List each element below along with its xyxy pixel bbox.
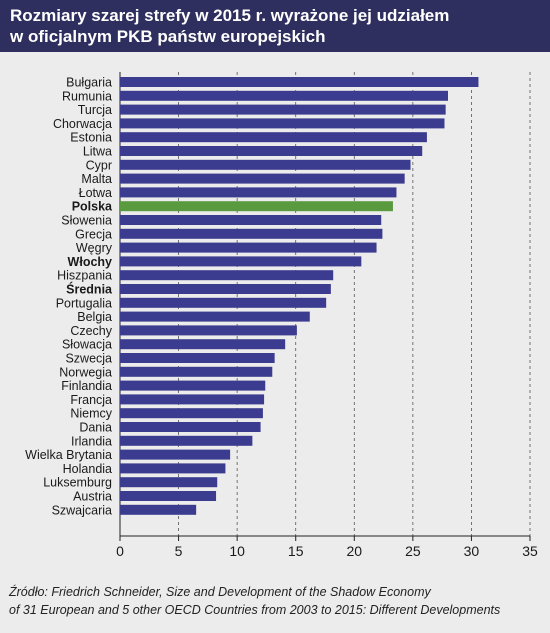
bar-17	[120, 311, 310, 322]
category-label-14: Hiszpania	[57, 269, 112, 283]
category-label-7: Malta	[81, 172, 112, 186]
category-label-4: Estonia	[70, 131, 112, 145]
category-label-19: Słowacja	[62, 338, 112, 352]
category-label-0: Bułgaria	[66, 76, 112, 90]
x-tick-label-5: 5	[175, 543, 183, 559]
bar-6	[120, 159, 411, 170]
bar-11	[120, 228, 383, 239]
bar-22	[120, 380, 266, 391]
chart-header: Rozmiary szarej strefy w 2015 r. wyrażon…	[0, 0, 550, 52]
x-tick-label-0: 0	[116, 543, 124, 559]
bar-7	[120, 173, 405, 184]
bar-2	[120, 104, 446, 115]
bar-25	[120, 422, 261, 432]
category-label-12: Węgry	[76, 241, 113, 255]
category-label-13: Włochy	[68, 255, 112, 269]
bar-21	[120, 366, 273, 377]
bar-3	[120, 118, 445, 129]
bar-30	[120, 491, 217, 501]
bar-4	[120, 132, 427, 143]
source-note: Źródło: Friedrich Schneider, Size and De…	[9, 583, 544, 619]
category-label-25: Dania	[79, 421, 112, 435]
category-label-29: Luksemburg	[43, 476, 112, 490]
bar-0	[120, 77, 479, 87]
x-tick-label-15: 15	[288, 543, 304, 559]
bar-14	[120, 270, 334, 281]
category-label-5: Litwa	[83, 145, 112, 159]
x-tick-label-20: 20	[346, 543, 362, 559]
bar-29	[120, 477, 218, 488]
source-line-1: Źródło: Friedrich Schneider, Size and De…	[9, 585, 431, 599]
category-label-8: Łotwa	[79, 186, 112, 200]
category-label-17: Belgia	[77, 310, 112, 324]
bar-16	[120, 297, 327, 308]
x-tick-label-25: 25	[405, 543, 421, 559]
category-label-27: Wielka Brytania	[25, 448, 112, 462]
chart-title-line-1: Rozmiary szarej strefy w 2015 r. wyrażon…	[10, 6, 450, 25]
bar-9	[120, 201, 393, 212]
category-label-23: Francja	[70, 393, 112, 407]
bar-5	[120, 146, 423, 156]
bar-26	[120, 435, 253, 446]
category-label-20: Szwecja	[65, 352, 112, 366]
bar-31	[120, 504, 197, 515]
bar-24	[120, 408, 263, 419]
category-label-1: Rumunia	[62, 89, 112, 103]
source-line-2: of 31 European and 5 other OECD Countrie…	[9, 603, 501, 617]
bar-15	[120, 284, 331, 294]
bar-20	[120, 353, 275, 363]
bar-10	[120, 215, 382, 225]
category-label-16: Portugalia	[56, 296, 112, 310]
bar-23	[120, 394, 265, 405]
x-tick-label-35: 35	[522, 543, 538, 559]
bar-28	[120, 463, 226, 474]
category-label-24: Niemcy	[70, 407, 112, 421]
bar-1	[120, 90, 448, 101]
category-label-30: Austria	[73, 490, 112, 504]
category-label-15: Średnia	[66, 282, 113, 297]
category-label-2: Turcja	[78, 103, 112, 117]
category-label-6: Cypr	[86, 158, 112, 172]
bar-27	[120, 449, 231, 460]
category-label-26: Irlandia	[71, 434, 112, 448]
bar-chart: BułgariaRumuniaTurcjaChorwacjaEstoniaLit…	[25, 72, 538, 559]
bar-13	[120, 256, 362, 267]
x-tick-label-10: 10	[229, 543, 245, 559]
category-label-22: Finlandia	[61, 379, 112, 393]
category-label-21: Norwegia	[59, 365, 112, 379]
category-label-31: Szwajcaria	[52, 503, 112, 517]
chart-title-line-2: w oficjalnym PKB państw europejskich	[10, 27, 326, 46]
category-label-3: Chorwacja	[53, 117, 112, 131]
bar-18	[120, 325, 297, 336]
category-label-10: Słowenia	[61, 214, 112, 228]
category-label-28: Holandia	[63, 462, 112, 476]
chart-title: Rozmiary szarej strefy w 2015 r. wyrażon…	[10, 5, 540, 47]
x-tick-label-30: 30	[464, 543, 480, 559]
category-label-9: Polska	[72, 200, 113, 214]
bar-8	[120, 187, 397, 198]
bar-19	[120, 339, 286, 350]
category-label-18: Czechy	[70, 324, 112, 338]
category-label-11: Grecja	[75, 227, 112, 241]
bar-12	[120, 242, 377, 253]
